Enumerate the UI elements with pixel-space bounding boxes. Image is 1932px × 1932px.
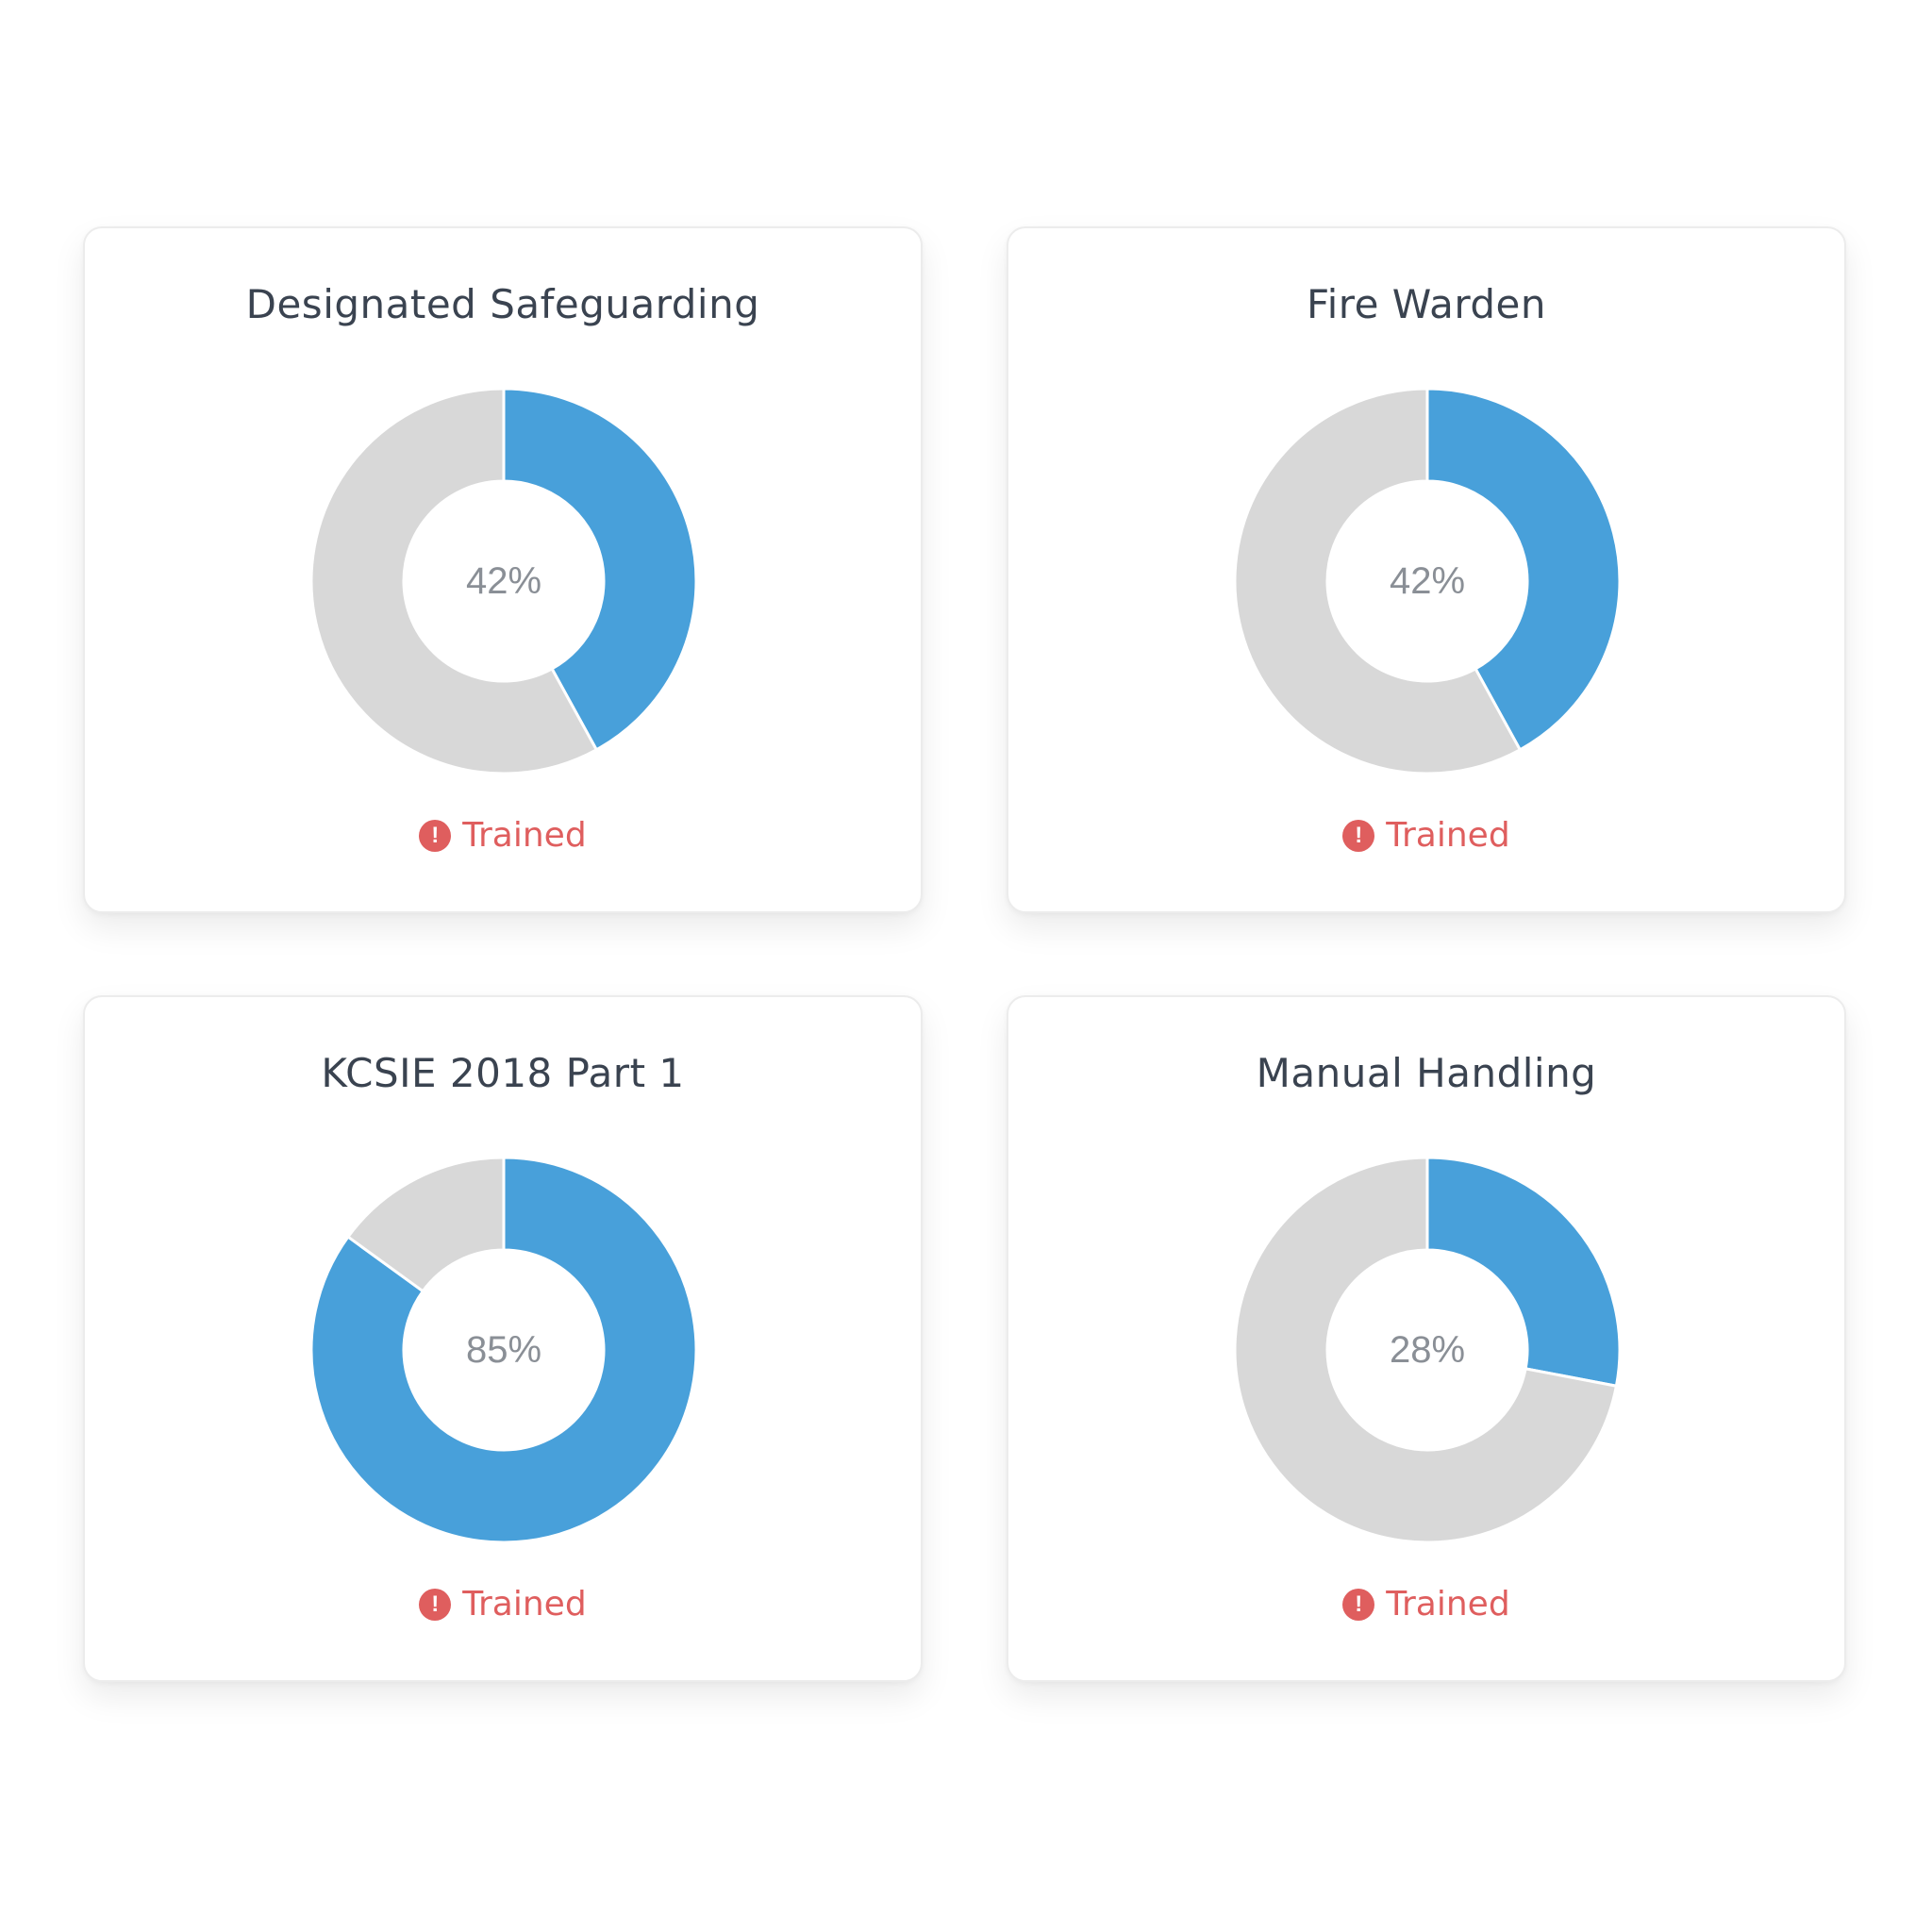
trained-segment bbox=[309, 1156, 698, 1544]
status-label: Trained bbox=[1386, 1585, 1510, 1624]
status-indicator: ! Trained bbox=[85, 1584, 921, 1625]
training-card-kcsie-2018-part-1[interactable]: KCSIE 2018 Part 1 85% ! Trained bbox=[83, 995, 923, 1682]
card-title: Fire Warden bbox=[1306, 281, 1547, 327]
untrained-segment bbox=[1233, 1156, 1619, 1544]
card-title: KCSIE 2018 Part 1 bbox=[321, 1050, 685, 1096]
status-indicator: ! Trained bbox=[85, 815, 921, 857]
donut-chart bbox=[309, 1156, 698, 1544]
exclamation-circle-icon: ! bbox=[1342, 1589, 1375, 1621]
status-label: Trained bbox=[462, 1585, 587, 1624]
untrained-segment bbox=[1233, 387, 1523, 775]
untrained-segment bbox=[345, 1156, 506, 1293]
donut-chart bbox=[309, 387, 698, 775]
exclamation-circle-icon: ! bbox=[419, 1589, 452, 1621]
trained-segment bbox=[502, 387, 698, 752]
donut-chart bbox=[1233, 387, 1622, 775]
card-title: Designated Safeguarding bbox=[245, 281, 760, 327]
training-card-designated-safeguarding[interactable]: Designated Safeguarding 42% ! Trained bbox=[83, 226, 923, 913]
status-label: Trained bbox=[462, 816, 587, 855]
exclamation-circle-icon: ! bbox=[1342, 820, 1375, 852]
training-card-fire-warden[interactable]: Fire Warden 42% ! Trained bbox=[1007, 226, 1846, 913]
status-indicator: ! Trained bbox=[1008, 815, 1844, 857]
exclamation-circle-icon: ! bbox=[419, 820, 452, 852]
status-indicator: ! Trained bbox=[1008, 1584, 1844, 1625]
untrained-segment bbox=[309, 387, 599, 775]
donut-chart bbox=[1233, 1156, 1622, 1544]
training-card-manual-handling[interactable]: Manual Handling 28% ! Trained bbox=[1007, 995, 1846, 1682]
trained-segment bbox=[1425, 387, 1622, 752]
trained-segment bbox=[1425, 1156, 1622, 1388]
card-title: Manual Handling bbox=[1256, 1050, 1597, 1096]
status-label: Trained bbox=[1386, 816, 1510, 855]
